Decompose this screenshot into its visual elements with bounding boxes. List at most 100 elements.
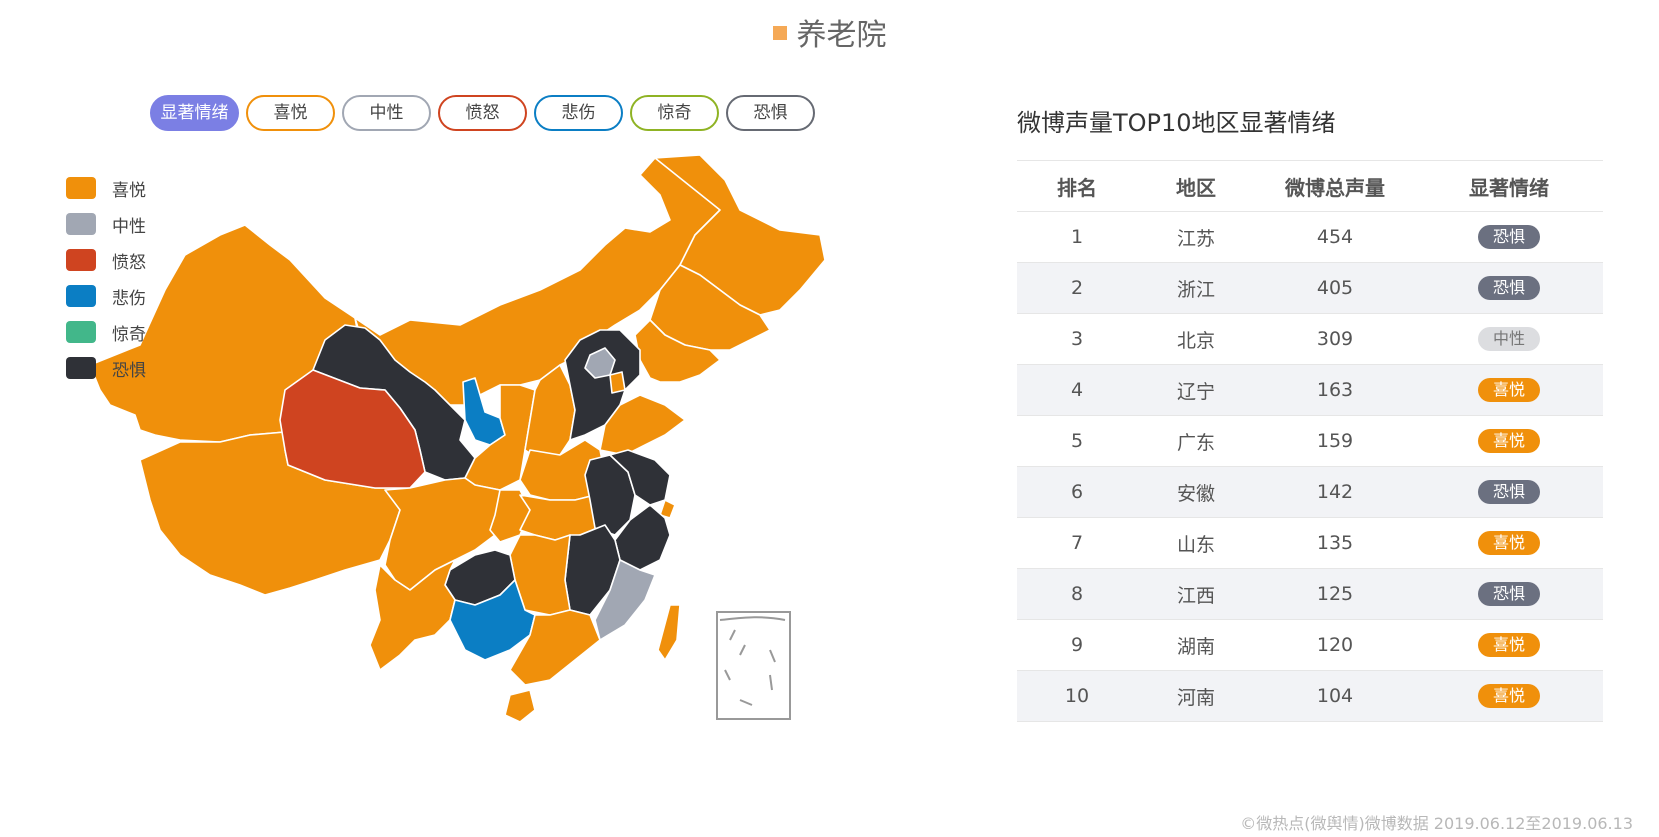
cell-region: 河南 [1137, 670, 1255, 722]
cell-volume: 405 [1255, 262, 1415, 314]
cell-emotion: 恐惧 [1415, 211, 1603, 263]
ranking-table: 排名 地区 微博总声量 显著情绪 1 江苏 454 恐惧 2 浙江 405 恐惧 3 北京 309 中… [1017, 160, 1603, 722]
cell-region: 浙江 [1137, 262, 1255, 314]
cell-volume: 163 [1255, 364, 1415, 416]
cell-rank: 5 [1017, 415, 1137, 467]
cell-emotion: 喜悦 [1415, 364, 1603, 416]
legend-label: 惊奇 [112, 324, 146, 345]
legend-swatch [66, 249, 96, 271]
legend-item-anger[interactable]: 愤怒 [66, 242, 146, 278]
filter-button-anger[interactable]: 愤怒 [438, 95, 527, 131]
province-guangdong[interactable] [509, 609, 601, 686]
province-sichuan[interactable] [384, 477, 506, 591]
filter-button-fear[interactable]: 恐惧 [726, 95, 815, 131]
page-title: 养老院 [0, 10, 1659, 54]
legend-item-sadness[interactable]: 悲伤 [66, 278, 146, 314]
data-source-footer: ©微热点(微舆情)微博数据 2019.06.12至2019.06.13 [1240, 814, 1633, 833]
cell-rank: 4 [1017, 364, 1137, 416]
emotion-badge: 喜悦 [1478, 684, 1540, 708]
cell-volume: 142 [1255, 466, 1415, 518]
legend-swatch [66, 213, 96, 235]
province-qinghai[interactable] [279, 369, 426, 489]
cell-rank: 1 [1017, 211, 1137, 263]
province-liaoning[interactable] [634, 319, 721, 383]
cell-emotion: 恐惧 [1415, 262, 1603, 314]
table-row: 10 河南 104 喜悦 [1017, 670, 1603, 722]
cell-rank: 6 [1017, 466, 1137, 518]
legend-item-joy[interactable]: 喜悦 [66, 170, 146, 206]
cell-region: 北京 [1137, 313, 1255, 365]
cell-region: 辽宁 [1137, 364, 1255, 416]
header-rank: 排名 [1017, 160, 1137, 212]
cell-region: 山东 [1137, 517, 1255, 569]
province-fujian[interactable] [594, 559, 656, 641]
inset-dash-lines [719, 616, 786, 706]
table-row: 3 北京 309 中性 [1017, 313, 1603, 365]
province-tianjin[interactable] [609, 371, 626, 394]
cell-volume: 135 [1255, 517, 1415, 569]
cell-rank: 8 [1017, 568, 1137, 620]
china-emotion-map [80, 150, 880, 780]
filter-button-surprise[interactable]: 惊奇 [630, 95, 719, 131]
legend-item-neutral[interactable]: 中性 [66, 206, 146, 242]
cell-rank: 3 [1017, 313, 1137, 365]
cell-emotion: 恐惧 [1415, 568, 1603, 620]
legend-item-fear[interactable]: 恐惧 [66, 350, 146, 386]
filter-button-sadness[interactable]: 悲伤 [534, 95, 623, 131]
legend-swatch [66, 357, 96, 379]
emotion-badge: 喜悦 [1478, 531, 1540, 555]
cell-region: 江西 [1137, 568, 1255, 620]
south-china-sea-inset [716, 611, 791, 720]
emotion-badge: 恐惧 [1478, 582, 1540, 606]
filter-button-joy[interactable]: 喜悦 [246, 95, 335, 131]
province-heilongjiang[interactable] [654, 154, 826, 316]
table-row: 7 山东 135 喜悦 [1017, 517, 1603, 569]
page-title-text: 养老院 [796, 18, 887, 53]
table-row: 1 江苏 454 恐惧 [1017, 211, 1603, 263]
header-region: 地区 [1137, 160, 1255, 212]
legend-label: 恐惧 [112, 360, 146, 381]
cell-rank: 10 [1017, 670, 1137, 722]
title-marker-icon [772, 25, 787, 40]
province-hainan[interactable] [504, 689, 536, 723]
cell-rank: 7 [1017, 517, 1137, 569]
table-row: 9 湖南 120 喜悦 [1017, 619, 1603, 671]
province-shandong[interactable] [599, 394, 686, 456]
legend-label: 悲伤 [112, 288, 146, 309]
cell-region: 安徽 [1137, 466, 1255, 518]
cell-volume: 454 [1255, 211, 1415, 263]
cell-volume: 104 [1255, 670, 1415, 722]
legend-label: 中性 [112, 216, 146, 237]
cell-emotion: 喜悦 [1415, 415, 1603, 467]
legend-item-surprise[interactable]: 惊奇 [66, 314, 146, 350]
emotion-filter-bar: 显著情绪 喜悦 中性 愤怒 悲伤 惊奇 恐惧 [150, 95, 815, 131]
cell-rank: 2 [1017, 262, 1137, 314]
cell-region: 江苏 [1137, 211, 1255, 263]
emotion-badge: 喜悦 [1478, 633, 1540, 657]
map-legend: 喜悦 中性 愤怒 悲伤 惊奇 恐惧 [66, 170, 146, 386]
table-row: 6 安徽 142 恐惧 [1017, 466, 1603, 518]
emotion-badge: 喜悦 [1478, 429, 1540, 453]
emotion-badge: 喜悦 [1478, 378, 1540, 402]
filter-button-significant[interactable]: 显著情绪 [150, 95, 239, 131]
filter-button-neutral[interactable]: 中性 [342, 95, 431, 131]
cell-volume: 309 [1255, 313, 1415, 365]
cell-emotion: 喜悦 [1415, 517, 1603, 569]
legend-swatch [66, 177, 96, 199]
cell-region: 湖南 [1137, 619, 1255, 671]
cell-volume: 125 [1255, 568, 1415, 620]
cell-rank: 9 [1017, 619, 1137, 671]
province-taiwan[interactable] [657, 604, 681, 661]
cell-emotion: 恐惧 [1415, 466, 1603, 518]
emotion-badge: 恐惧 [1478, 276, 1540, 300]
cell-volume: 159 [1255, 415, 1415, 467]
province-shanghai[interactable] [659, 499, 676, 519]
map-svg [89, 154, 826, 723]
table-row: 5 广东 159 喜悦 [1017, 415, 1603, 467]
header-emotion: 显著情绪 [1415, 160, 1603, 212]
table-row: 4 辽宁 163 喜悦 [1017, 364, 1603, 416]
legend-label: 愤怒 [112, 252, 146, 273]
table-title: 微博声量TOP10地区显著情绪 [1017, 109, 1336, 137]
header-volume: 微博总声量 [1255, 160, 1415, 212]
emotion-badge: 中性 [1478, 327, 1540, 351]
